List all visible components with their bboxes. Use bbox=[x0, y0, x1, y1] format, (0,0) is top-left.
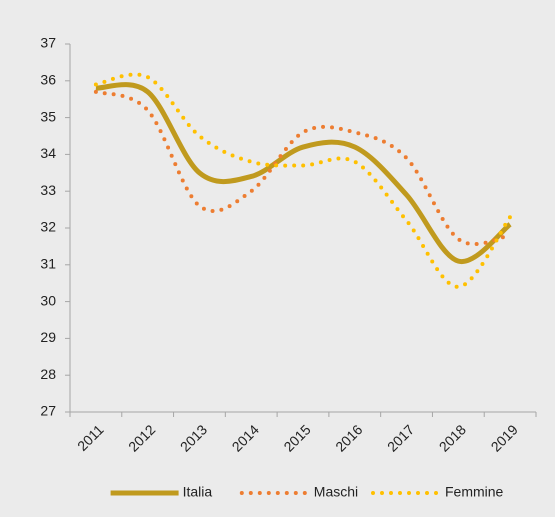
y-tick-label: 37 bbox=[40, 35, 56, 51]
legend-label: Italia bbox=[183, 484, 213, 500]
y-tick-label: 31 bbox=[40, 256, 56, 272]
y-tick-label: 28 bbox=[40, 366, 56, 382]
series-line bbox=[93, 89, 513, 246]
y-tick-label: 34 bbox=[40, 145, 56, 161]
legend-label: Maschi bbox=[314, 484, 358, 500]
legend-label: Femmine bbox=[445, 484, 504, 500]
y-tick-label: 36 bbox=[40, 72, 56, 88]
y-tick-label: 33 bbox=[40, 182, 56, 198]
y-tick-label: 29 bbox=[40, 329, 56, 345]
series-line bbox=[95, 82, 512, 264]
y-tick-label: 32 bbox=[40, 219, 56, 235]
y-tick-label: 27 bbox=[40, 403, 56, 419]
y-tick-label: 30 bbox=[40, 292, 56, 308]
y-tick-label: 35 bbox=[40, 108, 56, 124]
